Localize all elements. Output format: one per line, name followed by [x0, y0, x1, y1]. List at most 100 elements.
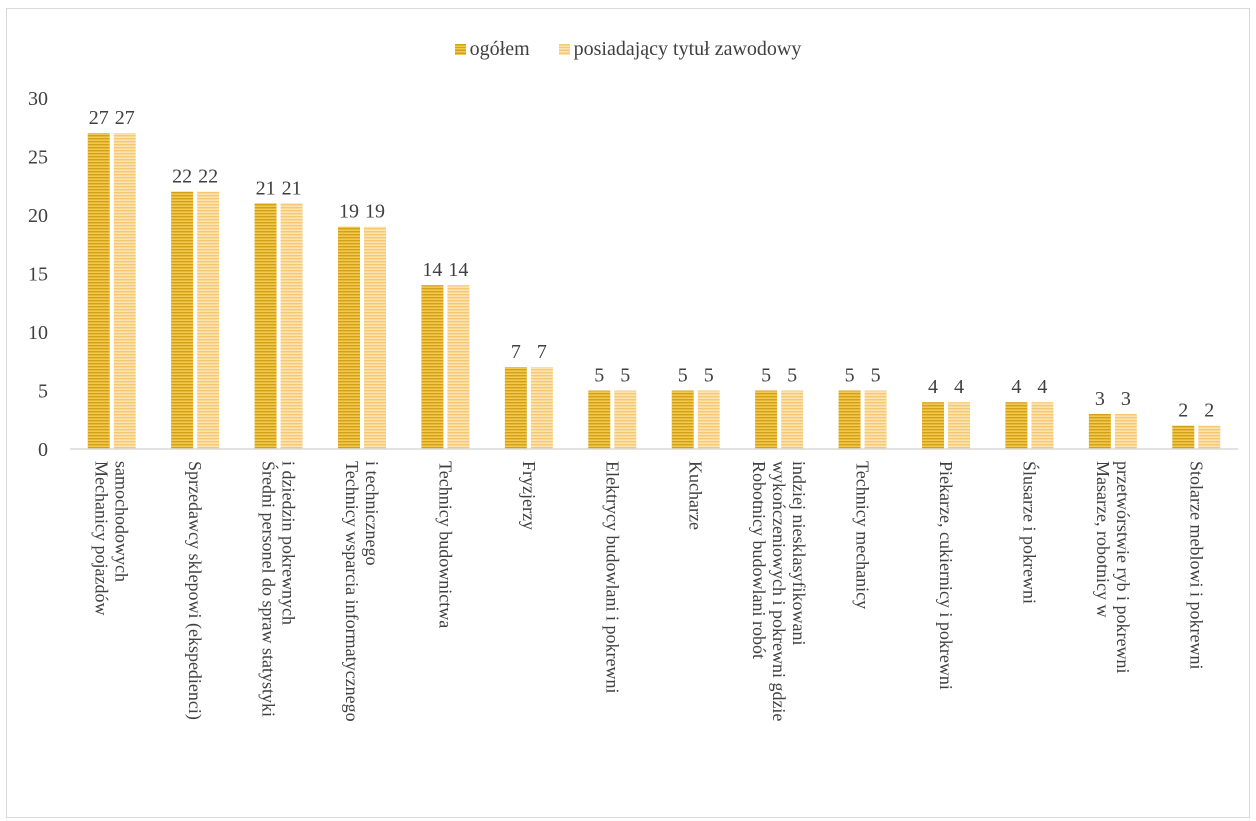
data-label-professional: 22: [198, 166, 218, 188]
data-label-total: 5: [594, 365, 604, 387]
data-label-total: 5: [761, 365, 771, 387]
bar-professional: [197, 191, 220, 449]
x-category-label-line: Elektrycy budowlani i pokrewni: [602, 461, 622, 693]
x-category-label: Ślusarze i pokrewni: [1019, 461, 1040, 604]
data-label-total: 3: [1095, 388, 1105, 410]
x-category-label-line: Sprzedawcy sklepowi (ekspedienci): [184, 461, 205, 720]
data-label-professional: 5: [871, 365, 881, 387]
data-label-professional: 19: [365, 201, 385, 223]
data-label-total: 4: [928, 376, 938, 398]
data-label-professional: 7: [537, 341, 547, 363]
legend-swatch-professional: [558, 44, 570, 55]
x-category-label-line: Ślusarze i pokrewni: [1019, 461, 1040, 604]
bar-professional: [614, 390, 637, 449]
bar-total: [838, 390, 861, 449]
x-category-label-line: Kucharze: [686, 461, 706, 530]
x-category-label: Stolarze meblowi i pokrewni: [1186, 461, 1206, 669]
x-category-label: Technicy budownictwa: [435, 461, 455, 628]
x-axis: Mechanicy pojazdówsamochodowych Sprzedawc…: [70, 448, 1238, 722]
x-category-label-line: Masarze, robotnicy w: [1093, 461, 1113, 617]
data-label-total: 21: [256, 177, 276, 199]
bar-professional: [280, 203, 303, 449]
bar-professional: [948, 402, 970, 449]
data-label-professional: 5: [787, 365, 797, 387]
x-category-label: Robotnicy budowlani robótwykończeniowych…: [749, 461, 809, 721]
bar-total: [421, 285, 444, 449]
legend-label-professional: posiadający tytuł zawodowy: [573, 38, 802, 60]
x-category-label-line: Technicy mechanicy: [853, 461, 873, 609]
bar-total: [671, 390, 694, 449]
x-category-label-line: Technicy wsparcia informatycznego: [342, 461, 362, 722]
y-tick-label: 20: [28, 205, 48, 227]
x-category-label: Mechanicy pojazdówsamochodowych: [92, 461, 132, 615]
bar-professional: [530, 367, 553, 449]
data-label-professional: 2: [1204, 400, 1214, 422]
x-category-label-line: indziej niesklasyfikowani: [789, 461, 809, 645]
x-category-label-line: samochodowych: [112, 461, 132, 582]
data-label-professional: 3: [1121, 388, 1131, 410]
x-category-label: Średni personel do spraw statystykii dzi…: [259, 461, 299, 717]
x-category-label: Fryzjerzy: [519, 461, 539, 530]
x-category-label: Elektrycy budowlani i pokrewni: [602, 461, 622, 693]
x-category-label: Piekarze, cukiernicy i pokrewni: [936, 461, 956, 690]
y-tick-label: 10: [28, 322, 48, 344]
bar-total: [1088, 413, 1111, 449]
bar-total: [588, 390, 611, 449]
x-category-label-line: wykończeniowych i pokrewni gdzie: [769, 461, 789, 721]
x-category-label-line: Piekarze, cukiernicy i pokrewni: [936, 461, 956, 690]
x-category-label-line: i technicznego: [362, 461, 382, 565]
bar-total: [755, 390, 778, 449]
bar-total: [922, 402, 944, 449]
x-category-label: Technicy wsparcia informatycznegoi techn…: [342, 461, 382, 722]
bar-professional: [1198, 425, 1221, 449]
bar-professional: [1114, 413, 1137, 449]
legend-item-total: ogółem: [454, 38, 530, 61]
data-label-total: 22: [172, 166, 192, 188]
bar-professional: [1031, 402, 1054, 449]
legend: ogółem posiadający tytuł zawodowy: [0, 38, 1256, 61]
bar-professional: [697, 390, 720, 449]
y-tick-label: 15: [28, 264, 48, 286]
data-label-total: 14: [422, 259, 442, 281]
data-label-professional: 21: [282, 177, 302, 199]
x-category-label-line: Technicy budownictwa: [435, 461, 455, 628]
x-category-label-line: Mechanicy pojazdów: [92, 461, 112, 615]
bar-total: [1172, 425, 1195, 449]
bar-total: [87, 133, 110, 449]
data-label-professional: 5: [620, 365, 630, 387]
x-category-label-line: i dziedzin pokrewnych: [279, 461, 299, 625]
data-label-professional: 14: [448, 259, 468, 281]
bar-professional: [864, 390, 887, 449]
y-axis: 0 5 10 15 20 25 30: [28, 88, 48, 461]
x-category-label-line: Robotnicy budowlani robót: [749, 461, 769, 659]
x-category-label-line: przetwórstwie ryb i pokrewni: [1113, 461, 1133, 673]
bar-total: [504, 367, 527, 449]
data-label-total: 27: [89, 107, 109, 129]
data-label-total: 5: [678, 365, 688, 387]
data-label-professional: 4: [1037, 376, 1047, 398]
bar-total: [171, 191, 194, 449]
y-tick-label: 0: [38, 439, 48, 461]
data-label-total: 2: [1178, 400, 1188, 422]
x-category-label: Technicy mechanicy: [853, 461, 873, 609]
x-category-label-line: Średni personel do spraw statystyki: [259, 461, 280, 717]
data-label-professional: 4: [954, 376, 964, 398]
x-category-label: Sprzedawcy sklepowi (ekspedienci): [184, 461, 205, 720]
data-label-total: 4: [1011, 376, 1021, 398]
bar-total: [338, 226, 360, 449]
bar-total: [1005, 402, 1028, 449]
legend-swatch-total: [454, 44, 466, 55]
x-category-label: Masarze, robotnicy wprzetwórstwie ryb i …: [1093, 461, 1133, 673]
data-label-total: 7: [511, 341, 521, 363]
bar-professional: [781, 390, 804, 449]
x-category-label: Kucharze: [686, 461, 706, 530]
bar-total: [254, 203, 277, 449]
x-category-label-line: Stolarze meblowi i pokrewni: [1186, 461, 1206, 669]
x-category-label-line: Fryzjerzy: [519, 461, 539, 530]
legend-item-professional: posiadający tytuł zawodowy: [558, 38, 802, 61]
legend-label-total: ogółem: [469, 38, 530, 60]
data-label-total: 5: [845, 365, 855, 387]
y-tick-label: 5: [38, 381, 48, 403]
